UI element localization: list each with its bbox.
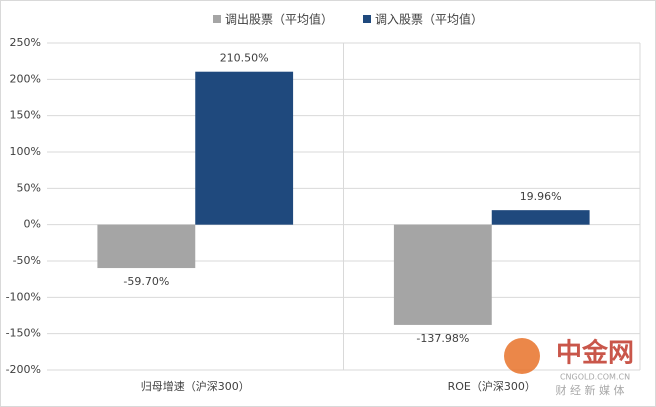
x-tick-label: 归母增速（沪深300） bbox=[141, 379, 250, 393]
watermark-logo bbox=[504, 338, 540, 374]
bar bbox=[491, 210, 590, 225]
legend-swatch bbox=[363, 15, 371, 23]
y-tick-label: -100% bbox=[6, 290, 41, 303]
y-tick-label: 250% bbox=[10, 36, 41, 49]
y-tick-label: 50% bbox=[17, 181, 41, 194]
watermark: 中金网 CNGOLD.COM.CN 财 经 新 媒 体 bbox=[504, 338, 634, 397]
y-tick-label: 100% bbox=[10, 145, 41, 158]
watermark-brand: 中金网 bbox=[556, 338, 634, 369]
y-tick-label: -200% bbox=[6, 363, 41, 376]
y-tick-label: 0% bbox=[24, 218, 41, 231]
value-label: 210.50% bbox=[220, 52, 269, 65]
bar bbox=[393, 224, 492, 325]
x-tick-label: ROE（沪深300） bbox=[448, 379, 536, 393]
y-tick-label: -150% bbox=[6, 327, 41, 340]
watermark-site: CNGOLD.COM.CN bbox=[560, 373, 630, 382]
legend-label: 调入股票（平均值） bbox=[375, 12, 483, 27]
bar bbox=[195, 71, 294, 225]
value-label: 19.96% bbox=[520, 190, 562, 203]
value-label: -137.98% bbox=[416, 332, 469, 345]
legend-label: 调出股票（平均值） bbox=[225, 12, 333, 27]
value-label: -59.70% bbox=[123, 275, 169, 288]
bar bbox=[97, 224, 196, 269]
legend-swatch bbox=[213, 15, 221, 23]
y-tick-label: -50% bbox=[13, 254, 41, 267]
y-tick-label: 150% bbox=[10, 109, 41, 122]
y-tick-label: 200% bbox=[10, 72, 41, 85]
watermark-tagline: 财 经 新 媒 体 bbox=[556, 383, 625, 397]
